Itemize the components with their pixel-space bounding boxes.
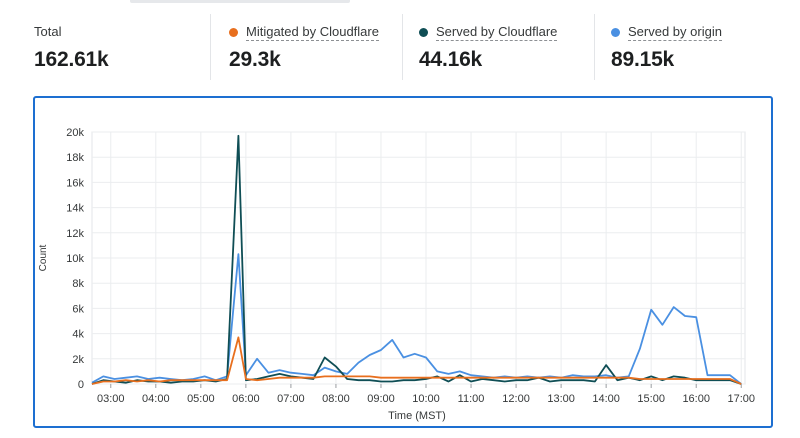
stat-served-cloudflare-label[interactable]: Served by Cloudflare bbox=[436, 24, 558, 41]
x-tick-label: 08:00 bbox=[322, 393, 350, 405]
stat-mitigated-label[interactable]: Mitigated by Cloudflare bbox=[246, 24, 379, 41]
chart-series-lines bbox=[91, 134, 742, 385]
mitigated-dot-icon bbox=[229, 28, 238, 37]
y-axis-ticks: 0 2k 4k 6k 8k 10k 12k 14k 16k 18k 20k bbox=[66, 127, 84, 391]
stats-row: Total 162.61k Mitigated by Cloudflare 29… bbox=[0, 14, 800, 84]
series-line-served-by-origin[interactable] bbox=[91, 253, 742, 385]
served-cloudflare-dot-icon bbox=[419, 28, 428, 37]
x-tick-label: 03:00 bbox=[97, 393, 125, 405]
y-tick-label: 6k bbox=[72, 303, 84, 315]
x-axis-ticks: 03:00 04:00 05:00 06:00 07:00 08:00 09:00 10:00… bbox=[97, 384, 755, 405]
stat-served-cloudflare-value: 44.16k bbox=[419, 48, 483, 71]
y-tick-label: 2k bbox=[72, 354, 84, 366]
y-tick-label: 8k bbox=[72, 278, 84, 290]
x-tick-label: 15:00 bbox=[637, 393, 665, 405]
x-tick-label: 06:00 bbox=[232, 393, 260, 405]
y-tick-label: 4k bbox=[72, 329, 84, 341]
x-tick-label: 17:00 bbox=[727, 393, 755, 405]
stat-served-origin-label[interactable]: Served by origin bbox=[628, 24, 722, 41]
x-tick-label: 09:00 bbox=[367, 393, 395, 405]
y-tick-label: 20k bbox=[66, 127, 84, 139]
served-origin-dot-icon bbox=[611, 28, 620, 37]
y-tick-label: 12k bbox=[66, 228, 84, 240]
x-tick-label: 16:00 bbox=[682, 393, 710, 405]
traffic-chart-card[interactable]: 0 2k 4k 6k 8k 10k 12k 14k 16k 18k 20k 03:00 04:00 05… bbox=[33, 96, 773, 428]
y-axis-label: Count bbox=[38, 244, 49, 271]
x-tick-label: 05:00 bbox=[187, 393, 215, 405]
stat-mitigated-value: 29.3k bbox=[229, 48, 281, 71]
x-tick-label: 04:00 bbox=[142, 393, 170, 405]
stat-total: Total 162.61k bbox=[34, 14, 210, 80]
x-tick-label: 10:00 bbox=[412, 393, 440, 405]
traffic-line-chart[interactable]: 0 2k 4k 6k 8k 10k 12k 14k 16k 18k 20k 03:00 04:00 05… bbox=[35, 98, 771, 426]
stat-served-origin-value: 89.15k bbox=[611, 48, 675, 71]
y-tick-label: 10k bbox=[66, 253, 84, 265]
top-tab-indicator bbox=[130, 0, 350, 3]
y-tick-label: 18k bbox=[66, 152, 84, 164]
x-tick-label: 14:00 bbox=[592, 393, 620, 405]
x-tick-label: 11:00 bbox=[458, 393, 485, 405]
stat-served-origin[interactable]: Served by origin 89.15k bbox=[594, 14, 784, 80]
chart-grid bbox=[91, 131, 746, 385]
series-line-served-by-cloudflare[interactable] bbox=[91, 134, 742, 385]
y-tick-label: 0 bbox=[78, 379, 84, 391]
stat-mitigated[interactable]: Mitigated by Cloudflare 29.3k bbox=[210, 14, 402, 80]
x-tick-label: 07:00 bbox=[277, 393, 305, 405]
stat-total-value: 162.61k bbox=[34, 48, 109, 71]
y-tick-label: 16k bbox=[66, 177, 84, 189]
series-line-mitigated-by-cloudflare[interactable] bbox=[91, 336, 742, 385]
stat-served-cloudflare[interactable]: Served by Cloudflare 44.16k bbox=[402, 14, 594, 80]
x-axis-label: Time (MST) bbox=[388, 410, 446, 422]
x-tick-label: 13:00 bbox=[547, 393, 575, 405]
stat-total-label: Total bbox=[34, 24, 62, 39]
y-tick-label: 14k bbox=[66, 203, 84, 215]
x-tick-label: 12:00 bbox=[502, 393, 530, 405]
